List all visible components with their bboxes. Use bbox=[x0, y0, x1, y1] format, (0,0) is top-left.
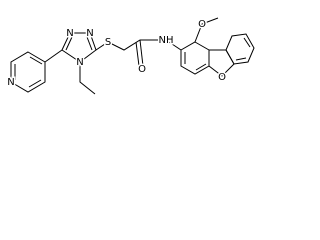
double-bond bbox=[195, 63, 207, 71]
benzene-ring bbox=[225, 33, 255, 65]
bond bbox=[165, 39, 182, 51]
carbonyl bbox=[135, 41, 140, 67]
double-bond bbox=[29, 56, 43, 65]
ethyl bbox=[79, 62, 96, 95]
atom-label: S bbox=[105, 37, 111, 48]
double-bond bbox=[243, 37, 251, 48]
double-bond bbox=[86, 36, 93, 51]
molecule-diagram: N N N N S O NH O O bbox=[6, 17, 255, 95]
atom-label: O bbox=[138, 64, 146, 75]
double-bond bbox=[65, 36, 73, 51]
atom-label: NH bbox=[159, 35, 174, 46]
pyridine-ring bbox=[10, 51, 46, 93]
double-bond bbox=[28, 79, 42, 88]
atom-label: N bbox=[86, 28, 93, 39]
furan-ring bbox=[208, 49, 235, 77]
atom-label: N bbox=[7, 77, 14, 88]
triazole-ring bbox=[61, 32, 97, 63]
atom-label: O bbox=[218, 72, 226, 83]
chain bbox=[95, 39, 166, 51]
bonds bbox=[10, 17, 255, 95]
methoxy bbox=[194, 17, 219, 43]
bond bbox=[44, 49, 63, 63]
double-bond bbox=[235, 57, 247, 61]
atom-label: N bbox=[76, 57, 83, 68]
carbonyl bbox=[139, 39, 144, 67]
atom-label: N bbox=[66, 28, 73, 39]
atom-label: O bbox=[198, 19, 206, 30]
